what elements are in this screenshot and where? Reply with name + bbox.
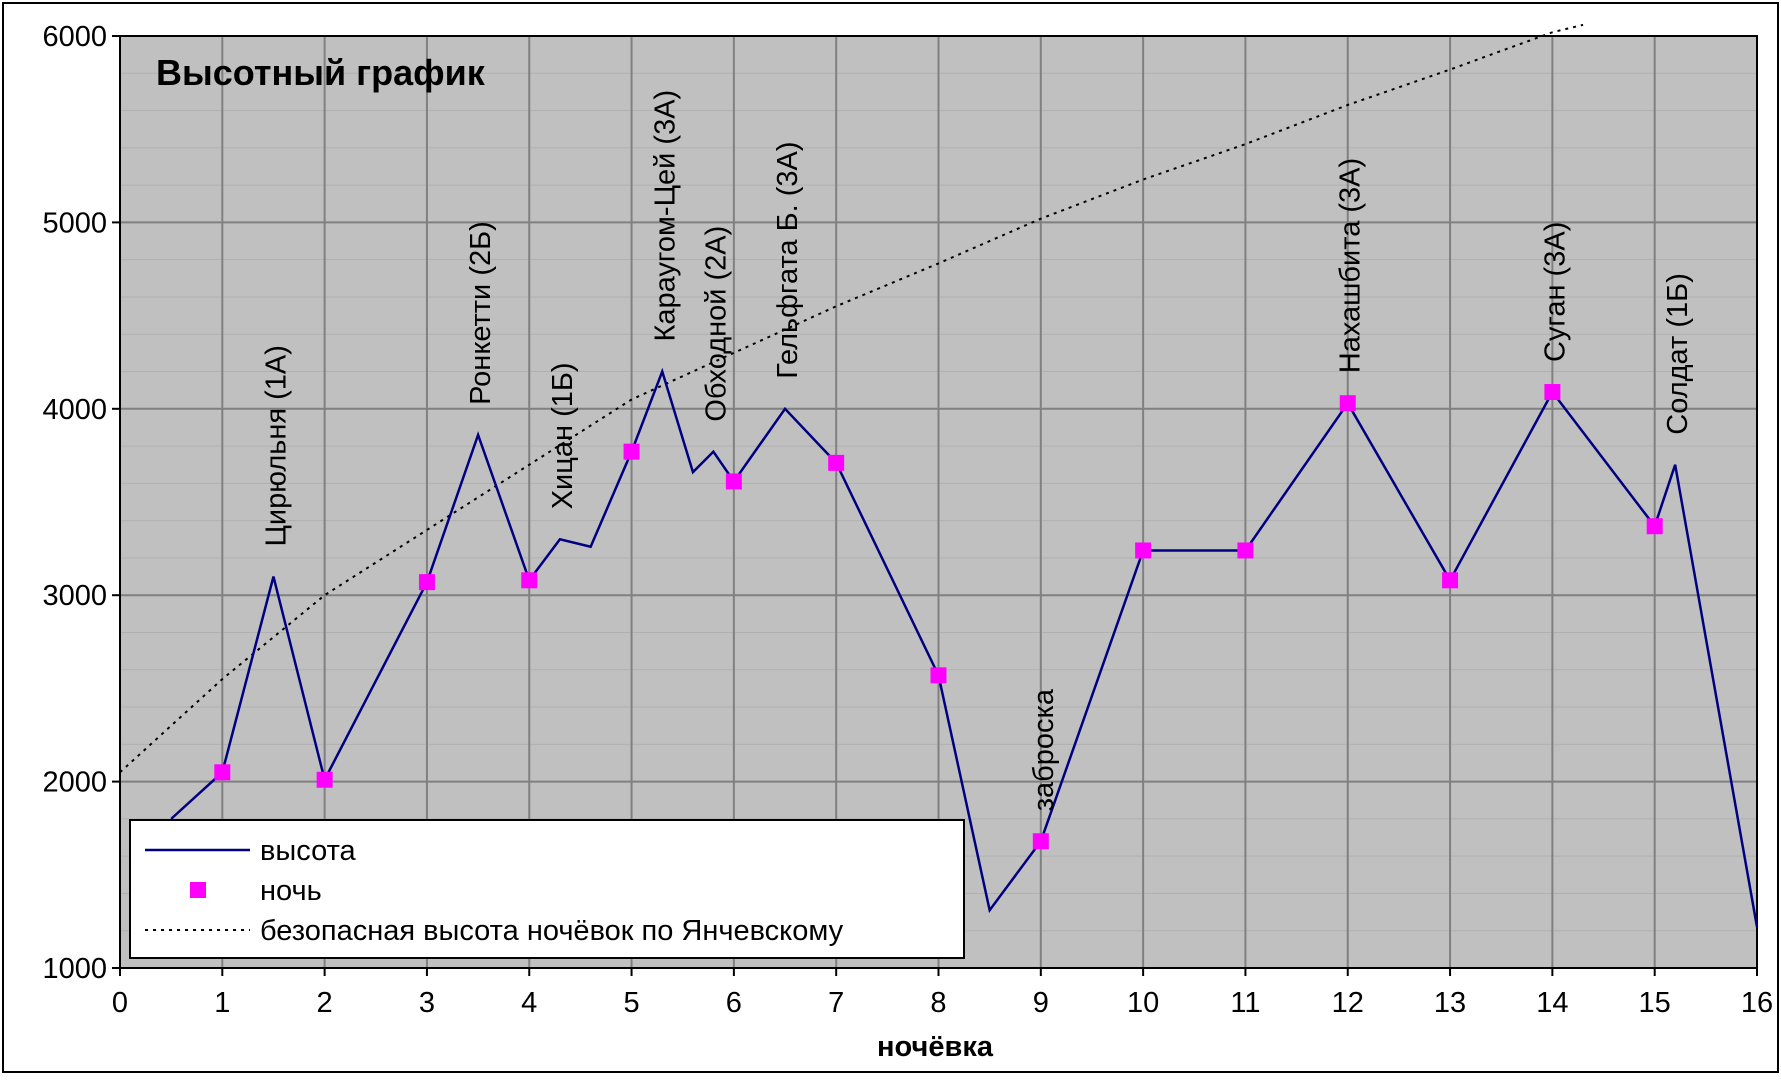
- x-tick-label: 16: [1741, 987, 1773, 1019]
- x-tick-label: 6: [726, 987, 742, 1019]
- x-tick-label: 9: [1033, 987, 1049, 1019]
- night-marker: [1646, 518, 1663, 535]
- series-layer: [119, 23, 1759, 928]
- x-tick-label: 10: [1127, 987, 1159, 1019]
- x-tick-label: 1: [214, 987, 230, 1019]
- night-marker: [623, 443, 640, 460]
- x-tick-label: 0: [112, 987, 128, 1019]
- night-marker: [828, 454, 845, 471]
- night-marker: [1135, 542, 1152, 559]
- peak-annotation: заброска: [1028, 688, 1060, 811]
- night-marker: [521, 572, 538, 589]
- peak-annotation: Солдат (1Б): [1662, 273, 1694, 435]
- night-marker: [1544, 384, 1561, 401]
- night-marker: [930, 667, 947, 684]
- legend-box: [129, 819, 965, 959]
- y-tick-label: 1000: [42, 953, 107, 985]
- y-tick-label: 6000: [42, 21, 107, 53]
- legend: высота ночь безопасная высота ночёвок по Я…: [129, 819, 965, 959]
- night-marker: [1442, 572, 1459, 589]
- y-tick-label: 5000: [42, 207, 107, 239]
- legend-label: безопасная высота ночёвок по Янчевскому: [260, 915, 844, 947]
- x-tick-label: 15: [1639, 987, 1671, 1019]
- y-tick-label: 2000: [42, 767, 107, 799]
- chart-title: Высотный график: [156, 52, 486, 93]
- legend-label: ночь: [260, 875, 322, 907]
- peak-annotation: Караугом-Цей (3А): [649, 90, 681, 342]
- x-tick-label: 11: [1230, 987, 1260, 1019]
- peak-annotation: Цирюльня (1А): [260, 345, 292, 547]
- x-tick-label: 7: [828, 987, 844, 1019]
- axes: [112, 35, 1758, 976]
- x-tick-label: 13: [1434, 987, 1466, 1019]
- night-marker: [1339, 395, 1356, 412]
- y-tick-label: 3000: [42, 580, 107, 612]
- peak-annotation: Суган (3А): [1539, 222, 1571, 362]
- x-axis-label: ночёвка: [877, 1031, 994, 1063]
- peak-annotation: Нахашбита (3А): [1335, 158, 1367, 373]
- night-marker: [1237, 542, 1254, 559]
- night-marker: [1032, 833, 1049, 850]
- peak-annotation: Гельфгата Б. (3А): [772, 141, 804, 378]
- x-tick-label: 8: [930, 987, 946, 1019]
- x-tick-label: 5: [623, 987, 639, 1019]
- legend-swatch-marker: [190, 882, 206, 898]
- peak-annotation: Обходной (2А): [700, 226, 732, 422]
- x-tick-label: 2: [317, 987, 333, 1019]
- tick-labels: 0 1 2 3 4 5 6 7 8 9 10 11 12 13 14 15 161000200030004000…: [42, 21, 1773, 1019]
- peak-annotation: Хицан (1Б): [547, 362, 579, 509]
- peak-annotation: Ронкетти (2Б): [465, 221, 497, 405]
- annotations: Цирюльня (1А) Ронкетти (2Б) Хицан (1Б) Кара…: [260, 90, 1694, 811]
- night-marker: [418, 574, 435, 591]
- x-tick-label: 12: [1332, 987, 1364, 1019]
- night-marker: [316, 771, 333, 788]
- x-tick-label: 4: [521, 987, 537, 1019]
- legend-label: высота: [260, 835, 357, 867]
- x-tick-label: 3: [419, 987, 435, 1019]
- x-tick-label: 14: [1536, 987, 1568, 1019]
- y-tick-label: 4000: [42, 394, 107, 426]
- night-marker: [214, 764, 231, 781]
- night-marker: [725, 473, 742, 490]
